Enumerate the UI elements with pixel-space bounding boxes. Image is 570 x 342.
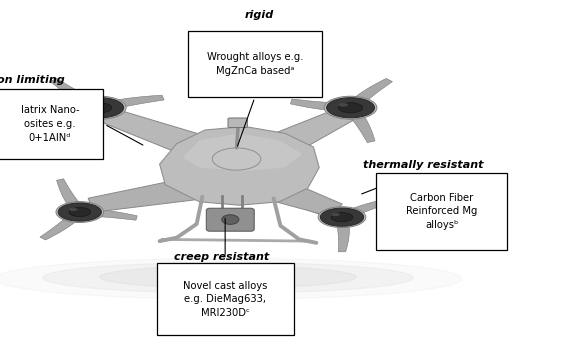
Ellipse shape xyxy=(327,98,374,118)
Polygon shape xyxy=(56,179,86,213)
FancyBboxPatch shape xyxy=(157,263,294,335)
Ellipse shape xyxy=(339,103,363,113)
Polygon shape xyxy=(291,99,352,112)
Text: thermally resistant: thermally resistant xyxy=(363,160,483,170)
Ellipse shape xyxy=(88,103,97,107)
Ellipse shape xyxy=(212,148,260,170)
Polygon shape xyxy=(345,78,393,110)
Ellipse shape xyxy=(69,208,78,211)
FancyBboxPatch shape xyxy=(376,173,507,250)
Ellipse shape xyxy=(58,203,101,221)
Ellipse shape xyxy=(0,258,462,299)
Polygon shape xyxy=(182,133,302,171)
Polygon shape xyxy=(99,108,239,169)
Ellipse shape xyxy=(318,207,366,227)
Polygon shape xyxy=(339,198,394,221)
Ellipse shape xyxy=(56,202,104,222)
Ellipse shape xyxy=(320,208,364,226)
Text: on limiting: on limiting xyxy=(0,75,65,86)
Ellipse shape xyxy=(339,103,348,107)
Polygon shape xyxy=(290,198,345,221)
Polygon shape xyxy=(40,210,85,240)
Text: latrix Nano-
osites e.g.
0+1AlNᵈ: latrix Nano- osites e.g. 0+1AlNᵈ xyxy=(21,105,79,143)
FancyBboxPatch shape xyxy=(188,31,322,97)
Text: Carbon Fiber
Reinforced Mg
alloysᵇ: Carbon Fiber Reinforced Mg alloysᵇ xyxy=(406,193,478,230)
Ellipse shape xyxy=(331,213,340,216)
Polygon shape xyxy=(252,174,342,216)
FancyBboxPatch shape xyxy=(228,118,247,128)
Text: creep resistant: creep resistant xyxy=(173,252,269,262)
Polygon shape xyxy=(51,78,105,111)
Polygon shape xyxy=(160,127,319,205)
FancyBboxPatch shape xyxy=(206,208,254,231)
Text: Wrought alloys e.g.
MgZnCa basedᵃ: Wrought alloys e.g. MgZnCa basedᵃ xyxy=(207,52,303,76)
Ellipse shape xyxy=(88,103,112,113)
FancyBboxPatch shape xyxy=(0,89,103,159)
Ellipse shape xyxy=(222,215,239,224)
Polygon shape xyxy=(88,173,222,212)
Ellipse shape xyxy=(76,98,124,118)
Ellipse shape xyxy=(43,262,413,293)
Polygon shape xyxy=(79,107,107,146)
Ellipse shape xyxy=(74,96,126,119)
Polygon shape xyxy=(336,217,349,252)
Polygon shape xyxy=(79,208,137,220)
Ellipse shape xyxy=(100,266,356,288)
Text: rigid: rigid xyxy=(245,10,274,21)
Ellipse shape xyxy=(324,96,377,119)
Text: Novel cast alloys
e.g. DieMag633,
MRI230Dᶜ: Novel cast alloys e.g. DieMag633, MRI230… xyxy=(183,281,267,318)
Polygon shape xyxy=(249,108,353,164)
Polygon shape xyxy=(344,106,375,143)
Ellipse shape xyxy=(69,208,91,216)
Polygon shape xyxy=(98,95,164,112)
Ellipse shape xyxy=(331,213,353,222)
